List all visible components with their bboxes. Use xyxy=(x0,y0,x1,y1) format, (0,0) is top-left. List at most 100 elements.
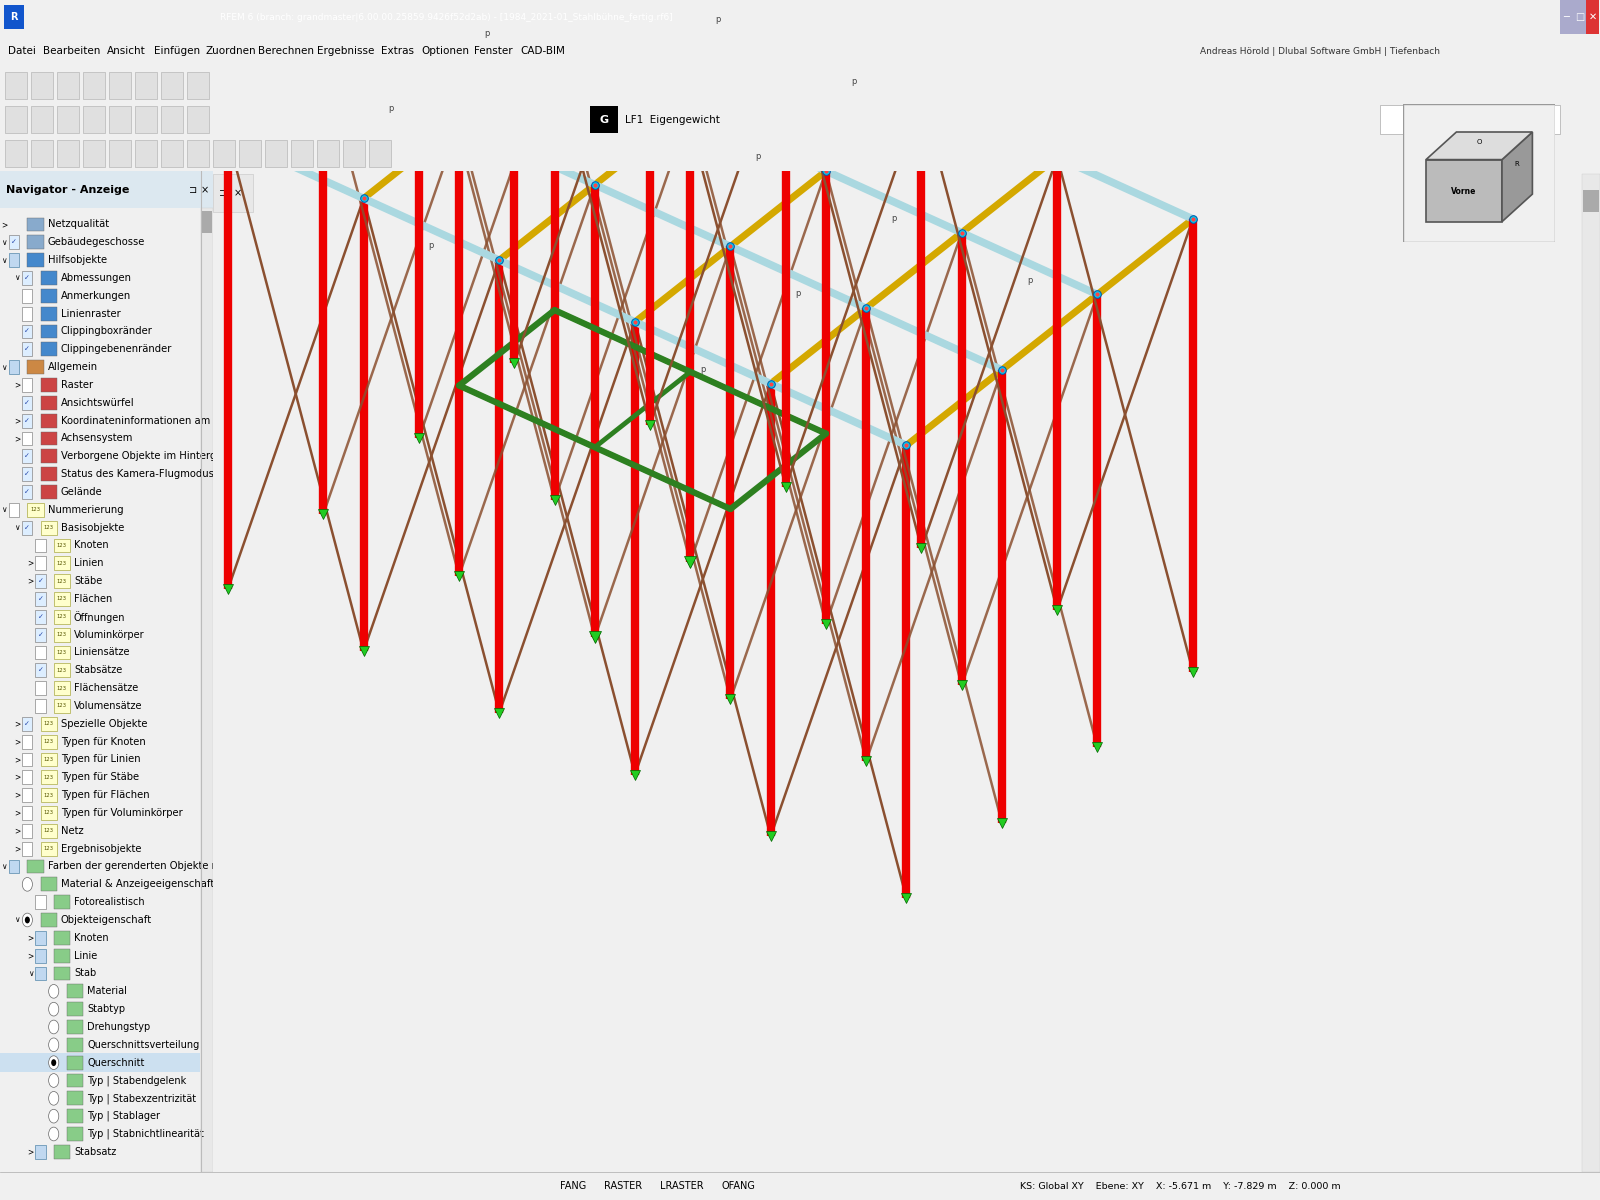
Text: >: > xyxy=(14,416,21,425)
Text: ×: × xyxy=(200,185,208,196)
Bar xyxy=(58,72,78,98)
Bar xyxy=(22,734,32,749)
Text: Flächen: Flächen xyxy=(74,594,112,604)
Text: Clippingebenenränder: Clippingebenenränder xyxy=(61,344,173,354)
Bar xyxy=(54,931,70,944)
Text: p: p xyxy=(851,77,856,85)
Text: Typ | Stabexzentrizität: Typ | Stabexzentrizität xyxy=(86,1093,197,1104)
Text: Typen für Linien: Typen für Linien xyxy=(61,755,141,764)
Text: Ergebnisse: Ergebnisse xyxy=(317,47,374,56)
Bar xyxy=(35,664,45,677)
Bar xyxy=(10,360,19,374)
Bar xyxy=(67,1092,83,1105)
Text: Typen für Stäbe: Typen für Stäbe xyxy=(61,773,139,782)
Text: 123: 123 xyxy=(58,668,67,673)
Bar xyxy=(35,610,45,624)
Text: Fotorealistisch: Fotorealistisch xyxy=(74,898,144,907)
Bar xyxy=(40,450,56,463)
Bar xyxy=(83,107,106,133)
Polygon shape xyxy=(1502,132,1533,222)
Text: 123: 123 xyxy=(58,560,67,566)
Circle shape xyxy=(48,1020,59,1034)
Text: ✓: ✓ xyxy=(24,721,30,727)
Text: Drehungstyp: Drehungstyp xyxy=(86,1022,150,1032)
Bar xyxy=(5,140,27,167)
Text: Typen für Flächen: Typen für Flächen xyxy=(61,790,149,800)
Bar xyxy=(54,949,70,962)
Text: ✓: ✓ xyxy=(24,347,30,353)
Bar xyxy=(5,72,27,98)
Bar xyxy=(54,895,70,910)
Bar xyxy=(54,539,70,552)
Bar xyxy=(40,467,56,481)
Text: RASTER: RASTER xyxy=(605,1181,642,1192)
Bar xyxy=(40,824,56,838)
Text: >: > xyxy=(14,827,21,835)
Circle shape xyxy=(48,1092,59,1105)
Bar xyxy=(109,72,131,98)
Bar xyxy=(134,107,157,133)
Text: >: > xyxy=(27,559,34,568)
Text: Nummerierung: Nummerierung xyxy=(48,505,123,515)
Text: Berechnen: Berechnen xyxy=(258,47,314,56)
Bar xyxy=(54,646,70,659)
Bar xyxy=(22,467,32,481)
Text: 123: 123 xyxy=(43,739,54,744)
Bar xyxy=(40,271,56,284)
Text: Typen für Knoten: Typen für Knoten xyxy=(61,737,146,746)
Text: Typ | Stabnichtlinearität: Typ | Stabnichtlinearität xyxy=(86,1129,205,1139)
Circle shape xyxy=(48,1127,59,1141)
Text: >: > xyxy=(27,934,34,942)
Text: Querschnitt: Querschnitt xyxy=(86,1057,144,1068)
Text: ∨: ∨ xyxy=(14,523,21,532)
Text: Ansicht: Ansicht xyxy=(107,47,146,56)
Bar xyxy=(22,378,32,392)
Bar xyxy=(40,432,56,445)
Bar xyxy=(162,140,182,167)
Text: Liniensätze: Liniensätze xyxy=(74,648,130,658)
Bar xyxy=(67,1109,83,1123)
Text: Anmerkungen: Anmerkungen xyxy=(61,290,131,301)
Bar xyxy=(590,107,618,133)
Bar xyxy=(54,682,70,695)
Text: ✓: ✓ xyxy=(37,667,43,673)
Text: 123: 123 xyxy=(43,526,54,530)
Bar xyxy=(35,628,45,642)
Text: Objekteigenschaft: Objekteigenschaft xyxy=(61,914,152,925)
Text: 123: 123 xyxy=(58,632,67,637)
Bar xyxy=(317,140,339,167)
Bar xyxy=(109,107,131,133)
Bar xyxy=(22,521,32,534)
Bar xyxy=(67,984,83,998)
Bar xyxy=(1586,0,1598,34)
Bar xyxy=(35,646,45,659)
Text: Stab: Stab xyxy=(74,968,96,978)
Text: Stabtyp: Stabtyp xyxy=(86,1004,125,1014)
Bar xyxy=(22,432,32,445)
Text: 123: 123 xyxy=(43,810,54,816)
Text: Abmessungen: Abmessungen xyxy=(61,272,131,283)
Bar xyxy=(83,140,106,167)
Text: Status des Kamera-Flugmodus: Status des Kamera-Flugmodus xyxy=(61,469,214,479)
Bar xyxy=(40,734,56,749)
Bar xyxy=(83,72,106,98)
Bar xyxy=(370,140,390,167)
Text: >: > xyxy=(14,719,21,728)
Bar xyxy=(213,140,235,167)
Text: p: p xyxy=(795,289,802,299)
Polygon shape xyxy=(1426,160,1502,222)
Bar xyxy=(5,107,27,133)
Bar xyxy=(22,325,32,338)
Text: p: p xyxy=(755,152,762,161)
Bar xyxy=(35,967,45,980)
Text: 123: 123 xyxy=(58,703,67,708)
Bar xyxy=(1560,0,1573,34)
Text: Stäbe: Stäbe xyxy=(74,576,102,586)
Bar xyxy=(54,967,70,980)
Text: ∨: ∨ xyxy=(2,362,6,372)
Bar xyxy=(22,271,32,284)
Text: ✓: ✓ xyxy=(24,418,30,424)
Text: O: O xyxy=(1477,139,1482,145)
Text: ✕: ✕ xyxy=(1589,12,1597,22)
Bar xyxy=(22,450,32,463)
